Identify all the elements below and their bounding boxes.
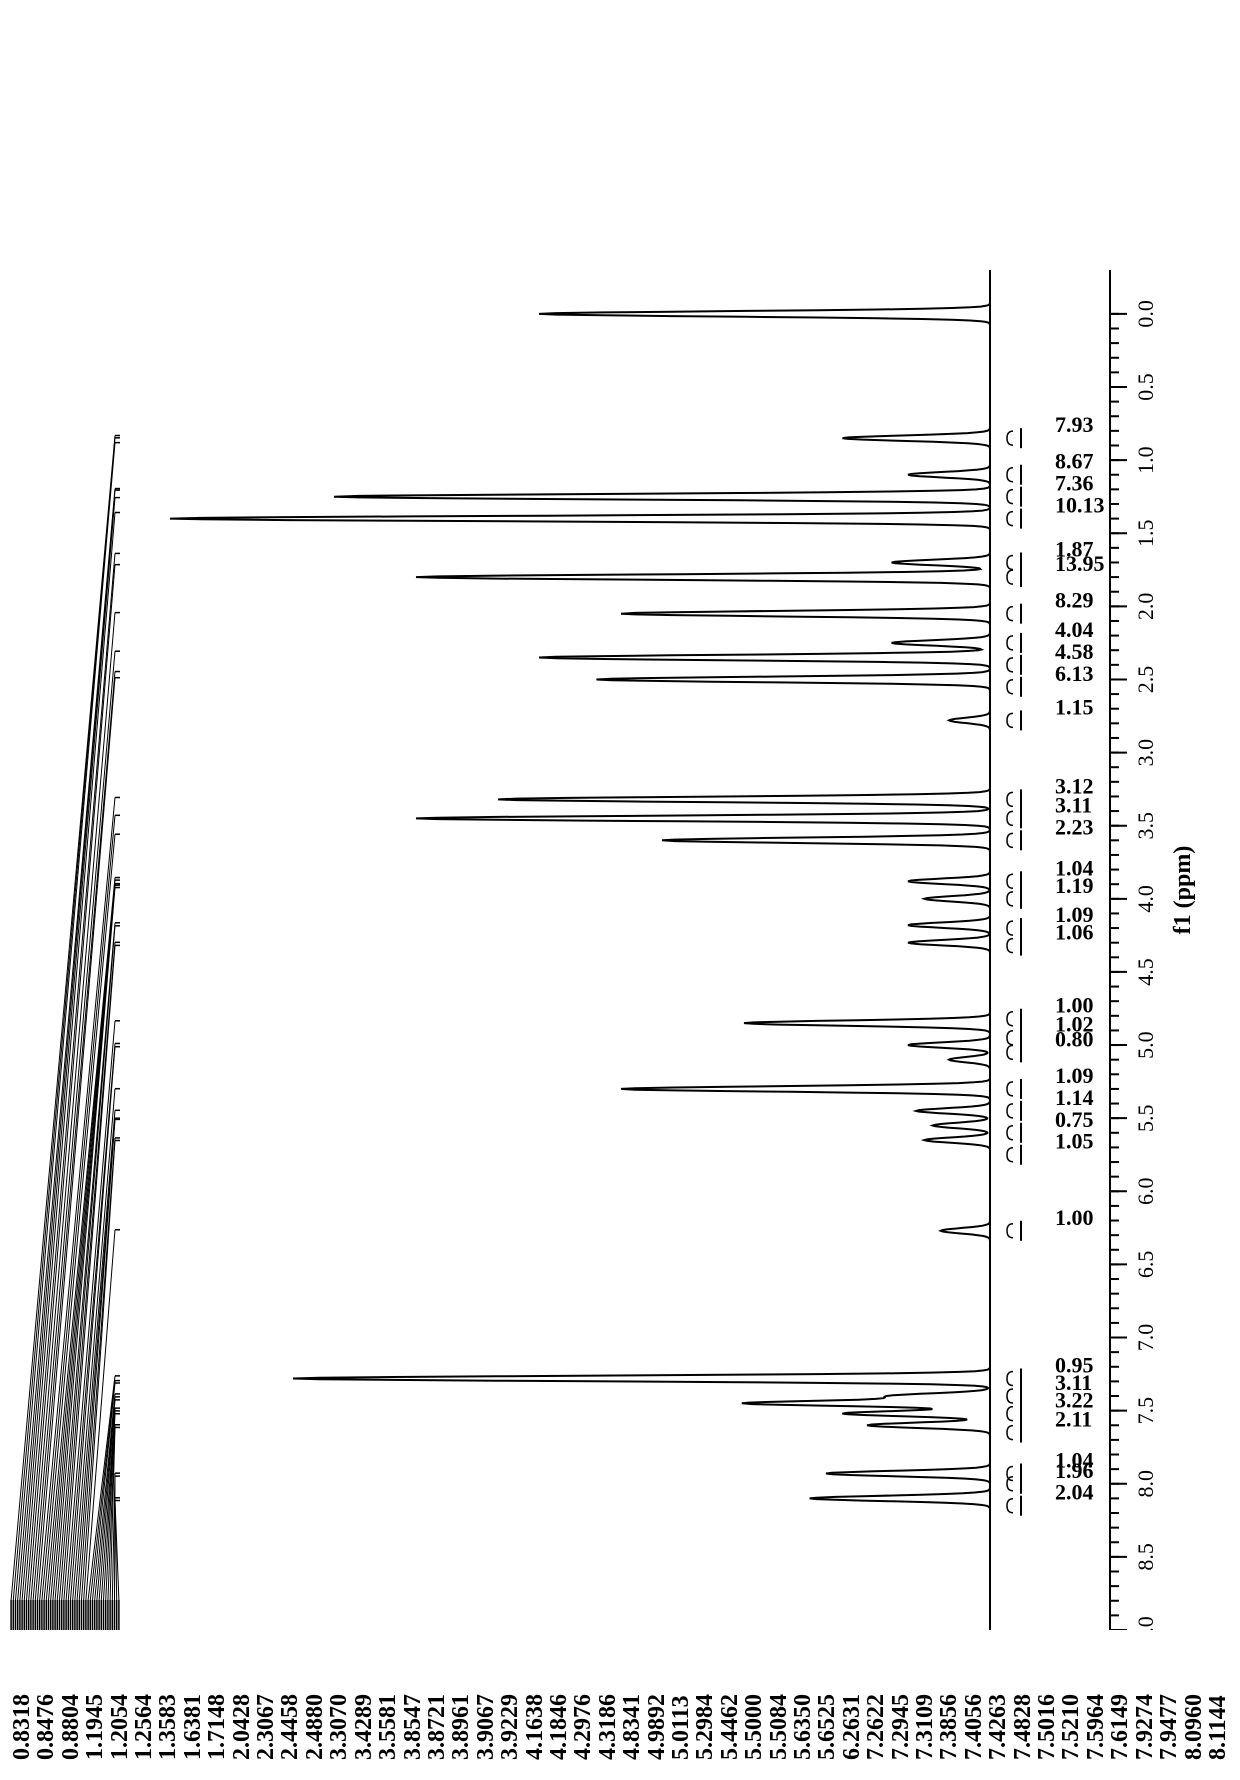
integral-value: 1.06 <box>1055 920 1094 945</box>
axis-tick-label: 3.5 <box>1133 812 1158 840</box>
spectrum-trace <box>170 271 990 1630</box>
axis-tick-label: 3.0 <box>1133 739 1158 767</box>
axis-tick-label: 7.5 <box>1133 1397 1158 1425</box>
integral-value: 1.00 <box>1055 1205 1094 1230</box>
integral-value: 2.11 <box>1055 1407 1092 1432</box>
axis-tick-label: 0.5 <box>1133 373 1158 401</box>
integral-value: 8.29 <box>1055 588 1094 613</box>
integral-value: 1.05 <box>1055 1129 1094 1154</box>
nmr-canvas: 0.83180.84760.88041.19451.20541.25641.35… <box>0 0 1240 1780</box>
axis-tick-label: 1.5 <box>1133 519 1158 547</box>
axis-tick-label: 5.5 <box>1133 1104 1158 1132</box>
integral-value: 1.19 <box>1055 873 1094 898</box>
integral-value: 1.15 <box>1055 694 1094 719</box>
integral-labels: 7.938.677.3610.131.8713.958.294.044.586.… <box>1005 270 1105 1630</box>
nmr-spectrum-plot <box>120 270 1000 1630</box>
peak-tree <box>10 270 120 1630</box>
axis-tick-label: 1.0 <box>1133 446 1158 474</box>
integral-value: 0.80 <box>1055 1026 1094 1051</box>
axis-tick-label: 5.0 <box>1133 1031 1158 1059</box>
axis-tick-label: 4.5 <box>1133 958 1158 986</box>
peak-value: 8.1144 <box>1206 1600 1230 1760</box>
integral-value: 7.93 <box>1055 412 1094 437</box>
axis-tick-label: 7.0 <box>1133 1324 1158 1352</box>
axis-tick-label: 2.0 <box>1133 593 1158 621</box>
axis-tick-label: 8.5 <box>1133 1543 1158 1571</box>
integral-value: 10.13 <box>1055 493 1105 518</box>
axis-tick-label: 0.0 <box>1133 300 1158 328</box>
axis-tick-label: 2.5 <box>1133 666 1158 694</box>
integral-value: 2.23 <box>1055 814 1094 839</box>
axis-label: f1 (ppm) <box>1170 0 1197 1780</box>
integral-value: 6.13 <box>1055 661 1094 686</box>
axis-tick-label: 9.0 <box>1133 1616 1158 1630</box>
rotated-page: 0.83180.84760.88041.19451.20541.25641.35… <box>0 540 1240 1780</box>
axis-tick-label: 8.0 <box>1133 1470 1158 1498</box>
axis-tick-label: 6.0 <box>1133 1178 1158 1206</box>
integral-value: 13.95 <box>1055 551 1105 576</box>
integral-value: 2.04 <box>1055 1480 1094 1505</box>
axis-tick-label: 4.0 <box>1133 885 1158 913</box>
axis-tick-label: 6.5 <box>1133 1251 1158 1279</box>
